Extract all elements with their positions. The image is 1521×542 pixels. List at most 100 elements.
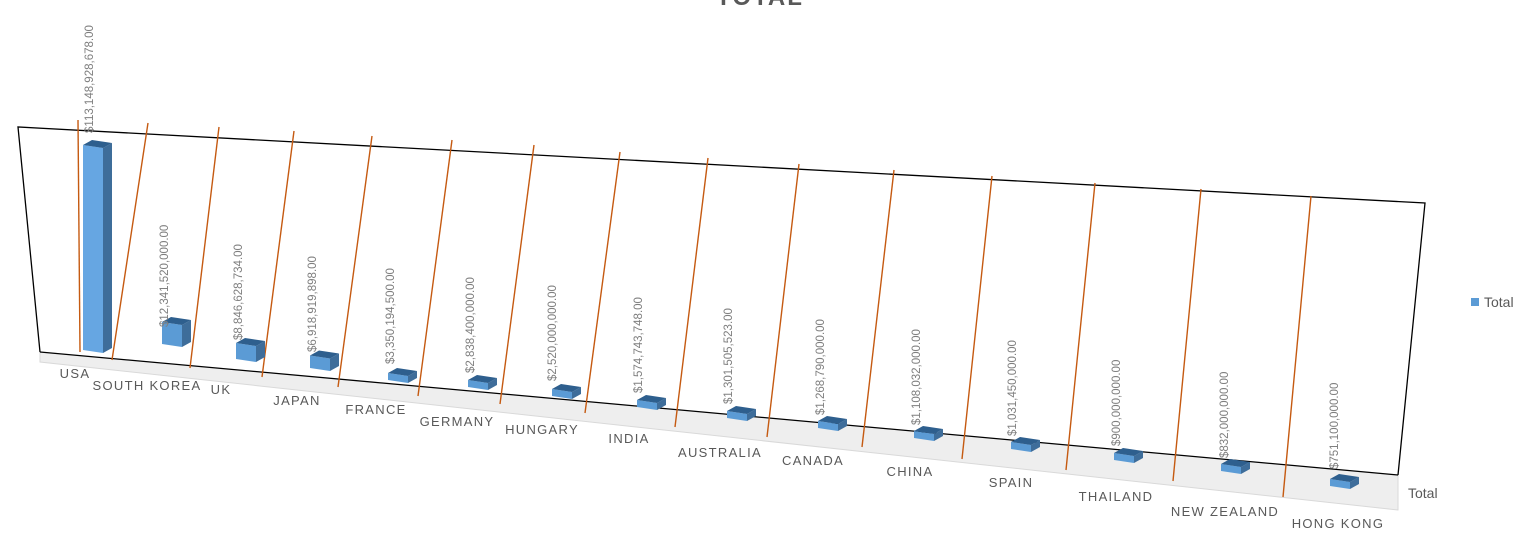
bar-hungary [552, 384, 581, 399]
bar-australia [727, 406, 756, 421]
category-label: JAPAN [273, 393, 320, 408]
floor-front-edge [39, 351, 1399, 476]
bar-top [914, 426, 943, 434]
bar-side [182, 320, 191, 347]
bar-side [934, 429, 943, 441]
data-label: $1,108,032,000.00 [911, 329, 923, 425]
gridline [111, 122, 149, 361]
category-label: USA [60, 366, 91, 381]
bar-front [818, 421, 838, 431]
bar-front [310, 355, 330, 371]
bar-top [162, 317, 191, 325]
chart-back-wall [17, 126, 1426, 476]
bar-france [388, 368, 417, 383]
bar-front [1221, 464, 1241, 474]
bar-germany [468, 375, 497, 390]
category-label: AUSTRALIA [678, 445, 762, 460]
chart-title: TOTAL [716, 0, 804, 11]
data-label: $3,350,194,500.00 [385, 268, 397, 364]
gridline [584, 151, 621, 414]
bar-front [1330, 479, 1350, 489]
data-label: $832,000,000.00 [1219, 372, 1231, 458]
bar-top [1011, 437, 1040, 445]
depth-axis-label: Total [1408, 485, 1438, 501]
gridlines [77, 119, 1312, 498]
gridline [1282, 195, 1312, 498]
bar-side [747, 409, 756, 421]
floor-front-band [40, 352, 1398, 510]
bar-side [330, 353, 339, 371]
category-label: CANADA [782, 453, 844, 468]
bar-top [468, 375, 497, 383]
gridline [674, 157, 709, 428]
gridline [189, 126, 220, 369]
bar-front [914, 431, 934, 441]
gridline [77, 119, 81, 353]
bar-side [103, 143, 112, 353]
gridline [417, 139, 453, 397]
bar-japan [310, 350, 339, 371]
bar-side [1241, 462, 1250, 474]
bar-china [914, 426, 943, 441]
bar-front [552, 389, 572, 399]
gridline [1172, 188, 1202, 482]
legend: Total [1471, 294, 1514, 310]
bar-uk [236, 338, 265, 362]
category-label: SPAIN [989, 475, 1034, 490]
gridline [1065, 182, 1096, 471]
bar-top [1330, 474, 1359, 482]
bar-side [1031, 440, 1040, 452]
data-label: $1,268,790,000.00 [815, 319, 827, 415]
gridline [499, 144, 535, 405]
bar-south-korea [162, 317, 191, 347]
bar-side [1134, 451, 1143, 463]
data-label: $2,838,400,000.00 [465, 277, 477, 373]
bar-front [637, 400, 657, 410]
data-label: $8,846,628,734.00 [233, 244, 245, 340]
gridline [861, 169, 895, 448]
bar-top [83, 140, 112, 148]
legend-label: Total [1484, 294, 1514, 310]
bar-side [256, 341, 265, 362]
data-label: $1,031,450,000.00 [1007, 340, 1019, 436]
bar-top [236, 338, 265, 346]
value-labels: $113,148,928,678.00 $12,341,520,000.00 $8,… [84, 25, 1341, 469]
gridline [261, 130, 295, 378]
bar-india [637, 395, 666, 410]
bars [83, 140, 1359, 489]
data-label: $6,918,919,898.00 [307, 256, 319, 352]
category-label: GERMANY [420, 414, 495, 429]
bar-top [552, 384, 581, 392]
bar-side [1350, 477, 1359, 489]
data-label: $2,520,000,000.00 [547, 285, 559, 381]
category-label: FRANCE [345, 402, 406, 417]
bar-new-zealand [1221, 459, 1250, 474]
category-label: NEW ZEALAND [1171, 504, 1279, 519]
bar-top [637, 395, 666, 403]
legend-swatch [1471, 298, 1479, 306]
bar-front [162, 322, 182, 347]
chart-floor [39, 352, 1399, 511]
floor-edge [39, 352, 1399, 511]
data-label: $1,574,743,748.00 [633, 297, 645, 393]
category-label: THAILAND [1079, 489, 1154, 504]
data-label: $12,341,520,000.00 [159, 225, 171, 327]
category-label: UK [211, 382, 232, 397]
category-label: SOUTH KOREA [93, 378, 202, 393]
bar-front [727, 411, 747, 421]
bar-canada [818, 416, 847, 431]
category-label: CHINA [887, 464, 934, 479]
bar-spain [1011, 437, 1040, 452]
data-label: $1,301,505,523.00 [723, 308, 735, 404]
bar-side [657, 398, 666, 410]
data-label: $900,000,000.00 [1111, 360, 1123, 446]
bar-front [236, 343, 256, 362]
data-label: $113,148,928,678.00 [84, 25, 96, 133]
bar-front [1011, 442, 1031, 452]
wall-frame [17, 126, 1426, 476]
bar-top [727, 406, 756, 414]
bar-front [388, 373, 408, 383]
category-label: HONG KONG [1292, 516, 1385, 531]
